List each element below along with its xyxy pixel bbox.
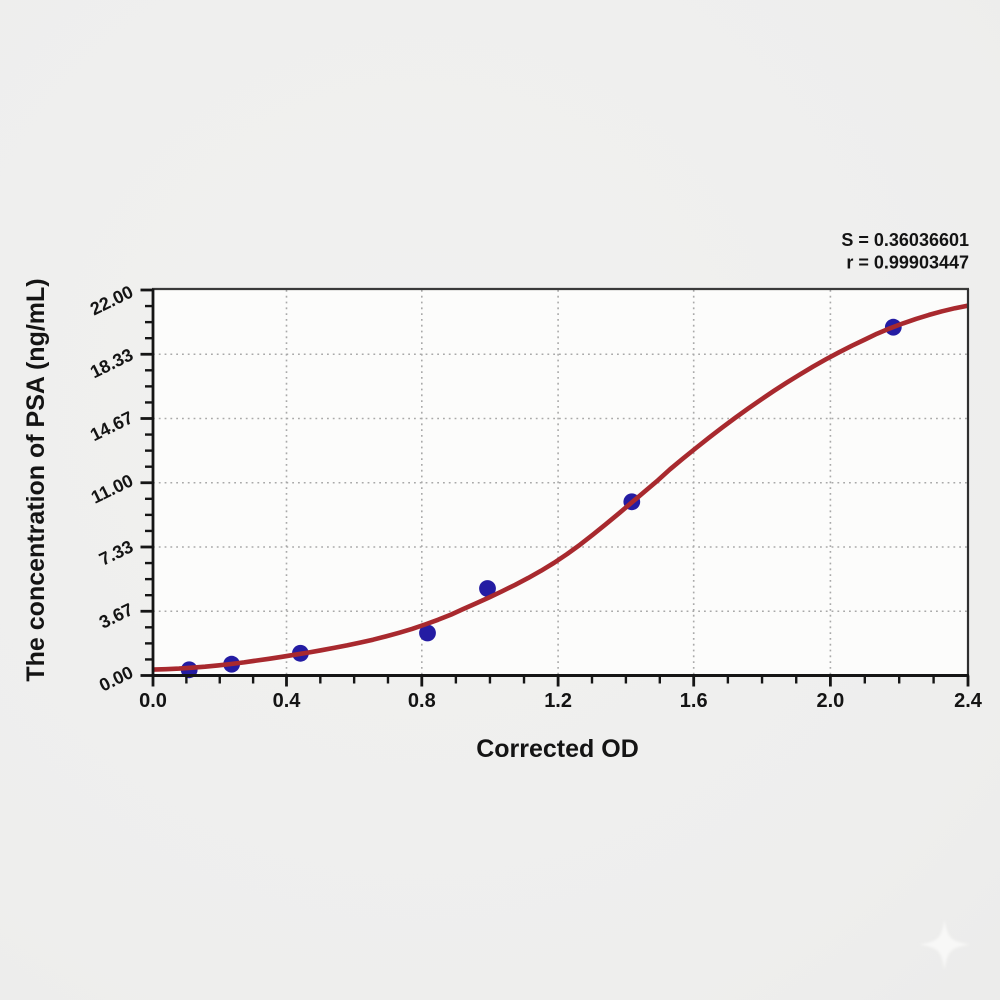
svg-text:The concentration of PSA (ng/m: The concentration of PSA (ng/mL) — [22, 278, 50, 681]
svg-text:1.6: 1.6 — [680, 690, 708, 712]
svg-text:0.0: 0.0 — [139, 690, 167, 712]
svg-text:S = 0.36036601: S = 0.36036601 — [841, 230, 969, 250]
svg-text:2.4: 2.4 — [954, 690, 983, 712]
svg-text:0.4: 0.4 — [273, 690, 302, 712]
svg-text:1.2: 1.2 — [544, 690, 572, 712]
svg-text:Corrected OD: Corrected OD — [476, 735, 639, 763]
svg-text:0.8: 0.8 — [408, 690, 436, 712]
svg-text:2.0: 2.0 — [816, 690, 844, 712]
svg-text:r = 0.99903447: r = 0.99903447 — [846, 253, 969, 273]
